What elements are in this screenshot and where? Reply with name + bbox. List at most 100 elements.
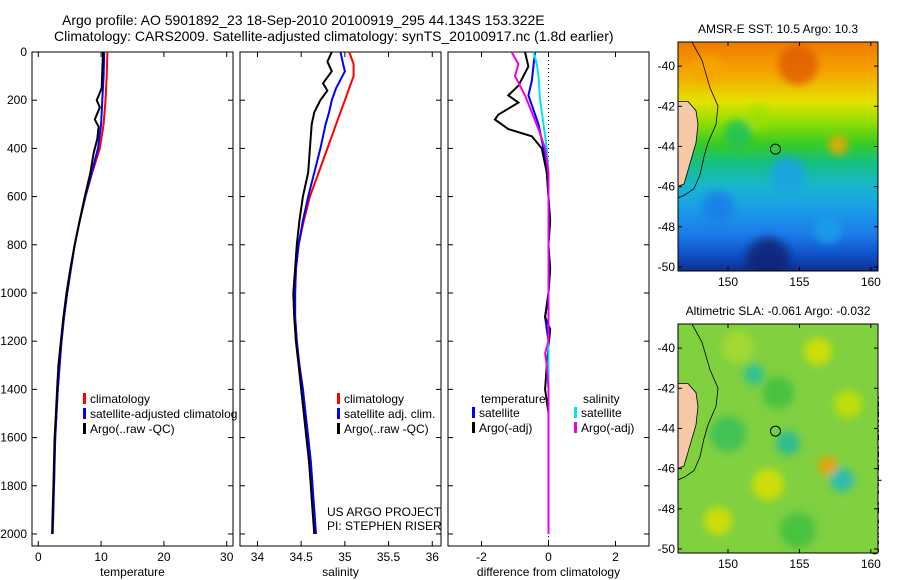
legend-swatch xyxy=(337,408,340,419)
y-tick-label: -42 xyxy=(658,99,676,113)
legend-label: Argo(..raw -QC) xyxy=(90,422,175,436)
x-axis-label: difference from climatology xyxy=(477,565,620,579)
legend-label: satellite adj. clim. xyxy=(344,407,435,421)
x-tick-label: 160 xyxy=(861,275,881,289)
y-tick-label: 1000 xyxy=(0,286,27,300)
legend-heading: salinity xyxy=(583,392,620,406)
plot-title-line2: Climatology: CARS2009. Satellite-adjuste… xyxy=(54,28,614,44)
sst-patch xyxy=(814,215,842,244)
legend-label: climatology xyxy=(344,392,404,406)
legend-difference: temperaturesatelliteArgo(-adj)salinitysa… xyxy=(472,392,634,435)
map-frame xyxy=(677,323,879,554)
x-tick-label: 34 xyxy=(251,550,265,564)
y-tick-label: 1400 xyxy=(0,382,27,396)
y-tick-label: -44 xyxy=(658,421,676,435)
legend-swatch xyxy=(574,407,577,418)
sla-patch xyxy=(752,468,784,501)
x-tick-label: 150 xyxy=(718,557,738,571)
profile-panel-1: 0 10 20 30 0 200 400 600 800 1000 1200 1400 1600 1800… xyxy=(0,45,233,579)
x-tick-label: 155 xyxy=(789,275,809,289)
y-tick-label: -44 xyxy=(658,139,676,153)
legend-heading: temperature xyxy=(481,392,546,406)
y-tick-label: 2000 xyxy=(0,527,27,541)
y-tick-label: 600 xyxy=(7,190,27,204)
sla-patch xyxy=(804,337,832,366)
sst-patch xyxy=(694,55,722,84)
legend-swatch xyxy=(472,422,475,433)
x-axis-label: temperature xyxy=(100,565,165,579)
series-line xyxy=(510,51,550,534)
y-tick-label: 1200 xyxy=(0,334,27,348)
y-tick-label: -40 xyxy=(658,341,676,355)
x-tick-label: 10 xyxy=(94,550,108,564)
y-tick-label: -46 xyxy=(658,180,676,194)
sla-patch xyxy=(780,512,816,549)
sst-map: 150 155 160 -40 -42 -44 -46 -48 -50 AMSR-E SST: 1… xyxy=(658,22,882,289)
sst-patch xyxy=(778,44,818,85)
sla-patch xyxy=(762,376,794,409)
plot-title-line1: Argo profile: AO 5901892_23 18-Sep-2010 … xyxy=(62,12,545,28)
y-tick-label: 800 xyxy=(7,238,27,252)
y-tick-label: -46 xyxy=(658,462,676,476)
plot-frame xyxy=(31,51,234,547)
x-tick-label: 36 xyxy=(426,550,440,564)
legend-swatch xyxy=(337,423,340,434)
sla-patch xyxy=(818,455,838,476)
y-tick-label: -50 xyxy=(658,260,676,274)
y-tick-label: -48 xyxy=(658,220,676,234)
legend-swatch xyxy=(83,408,86,419)
y-tick-label: -50 xyxy=(658,542,676,556)
y-tick-label: 0 xyxy=(20,45,27,59)
x-tick-label: 155 xyxy=(789,557,809,571)
map-frame xyxy=(677,41,879,272)
sla-patch xyxy=(834,390,862,419)
coastline-land xyxy=(678,101,699,187)
sla-texture xyxy=(704,330,862,549)
shelf-contour xyxy=(678,324,719,481)
legend-label: climatology xyxy=(90,392,150,406)
sla-patch xyxy=(722,330,754,363)
y-tick-label: 1600 xyxy=(0,431,27,445)
x-tick-label: 0 xyxy=(35,550,42,564)
sla-map: 150 155 160 -40 -42 -44 -46 -48 -50 Altimetric SL… xyxy=(658,304,882,571)
y-tick-label: 200 xyxy=(7,93,27,107)
legend-label: satellite xyxy=(479,406,520,420)
map-title: AMSR-E SST: 10.5 Argo: 10.3 xyxy=(698,22,858,36)
x-tick-label: 30 xyxy=(220,550,234,564)
project-annotation: US ARGO PROJECT xyxy=(327,505,442,519)
sst-patch xyxy=(828,135,848,156)
x-tick-label: 150 xyxy=(718,275,738,289)
sla-patch xyxy=(704,506,732,535)
map-field xyxy=(678,324,878,553)
series-line xyxy=(292,51,333,535)
x-tick-label: 34.5 xyxy=(289,550,313,564)
sst-patch xyxy=(770,156,806,193)
y-tick-label: 1800 xyxy=(0,479,27,493)
argo-location-marker xyxy=(769,425,781,437)
profile-panel-2: 34 34.5 35 35.5 36 salinity xyxy=(239,51,442,579)
sla-patch xyxy=(830,467,854,492)
legend-swatch xyxy=(83,393,86,404)
x-tick-label: 2 xyxy=(612,550,619,564)
legend-swatch xyxy=(472,407,475,418)
argo-location-marker xyxy=(769,143,781,155)
series-line xyxy=(51,51,104,535)
sst-patch xyxy=(746,237,790,271)
map-title: Altimetric SLA: -0.061 Argo: -0.032 xyxy=(686,304,871,318)
y-tick-label: -40 xyxy=(658,59,676,73)
x-tick-label: -2 xyxy=(476,550,487,564)
legend-swatch xyxy=(337,393,340,404)
sst-patch xyxy=(724,119,752,148)
x-tick-label: 160 xyxy=(861,557,881,571)
map-field xyxy=(678,42,878,271)
legend-label: Argo(-adj) xyxy=(581,421,634,435)
legend-label: satellite-adjusted climatolog xyxy=(90,407,237,421)
sla-patch xyxy=(710,415,746,452)
shelf-contour xyxy=(678,42,719,199)
y-tick-label: -42 xyxy=(658,381,676,395)
pi-annotation: PI: STEPHEN RISER xyxy=(327,519,442,533)
